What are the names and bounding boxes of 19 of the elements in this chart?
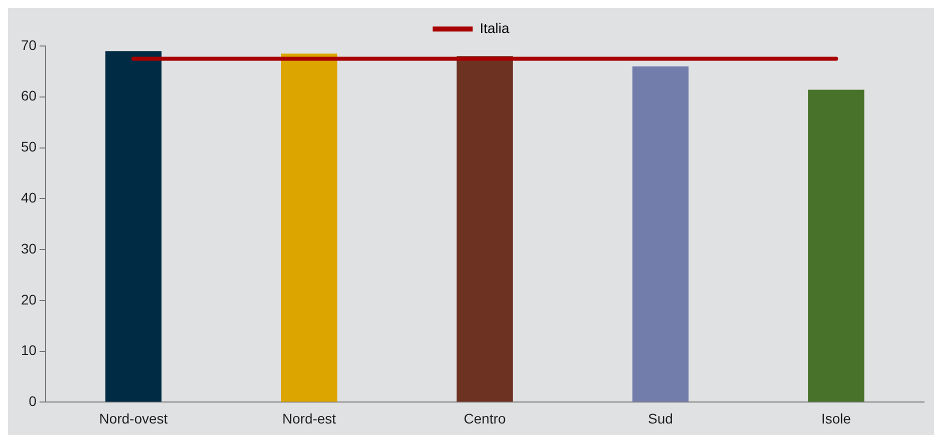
y-tick-label: 50 bbox=[20, 138, 37, 155]
x-tick-label: Sud bbox=[648, 410, 673, 426]
legend-label: Italia bbox=[480, 20, 510, 36]
y-tick-label: 20 bbox=[20, 291, 37, 308]
y-tick-label: 40 bbox=[20, 190, 37, 206]
y-tick-label: 30 bbox=[20, 240, 37, 256]
bar bbox=[808, 90, 864, 402]
y-tick-label: 0 bbox=[28, 393, 37, 410]
bar bbox=[280, 54, 338, 402]
bar bbox=[105, 51, 162, 402]
x-tick-label: Isole bbox=[821, 410, 852, 426]
bar bbox=[632, 66, 689, 402]
x-tick-label: Centro bbox=[464, 410, 506, 426]
bar bbox=[456, 56, 513, 402]
y-tick-label: 70 bbox=[20, 36, 37, 53]
x-tick-label: Nord-est bbox=[282, 410, 336, 426]
y-tick-label: 60 bbox=[20, 88, 37, 104]
x-tick-label: Nord-ovest bbox=[99, 410, 168, 426]
y-tick-label: 10 bbox=[20, 342, 37, 358]
